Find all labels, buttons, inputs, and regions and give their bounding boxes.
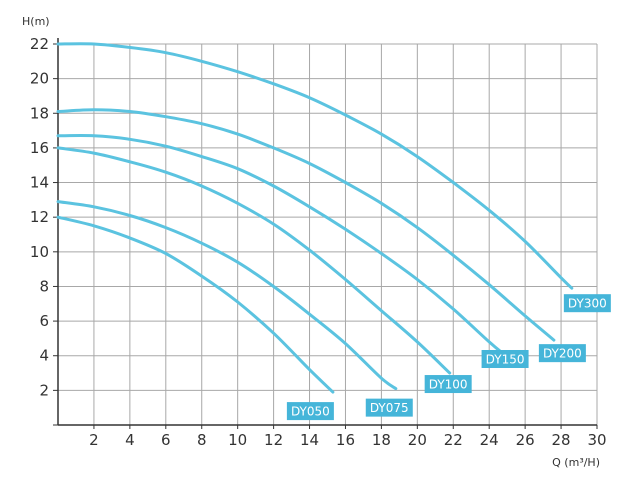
series-label-box <box>286 402 334 421</box>
axis-layer: 2 4 6 8 10 12 14 16 18 20 22 24 26 28 3024681012141618… <box>30 35 607 449</box>
series-label-text: DY200 <box>543 347 582 361</box>
x-tick-label: 20 <box>408 431 427 449</box>
series-label-box <box>365 398 413 417</box>
curve-dy050 <box>56 215 335 394</box>
x-tick-label: 8 <box>197 431 207 449</box>
x-tick-label: 26 <box>516 431 535 449</box>
label-layer: DY050 DY075 DY100 DY150 DY200 DY300 <box>286 294 611 421</box>
x-tick-label: 14 <box>300 431 319 449</box>
series-label-text: DY150 <box>486 352 525 366</box>
x-tick-label: 22 <box>444 431 463 449</box>
y-tick-label: 14 <box>30 174 49 192</box>
x-tick-label: 30 <box>587 431 606 449</box>
curve-dy100 <box>56 146 452 375</box>
curve-dy200 <box>56 108 556 342</box>
y-tick-label: 4 <box>39 347 49 365</box>
series-label-dy075: DY075 <box>365 398 413 417</box>
curve-layer <box>56 42 574 394</box>
curve-dy150 <box>56 134 506 356</box>
series-label-text: DY300 <box>568 297 607 311</box>
y-tick-label: 6 <box>39 312 49 330</box>
series-label-text: DY050 <box>291 405 330 419</box>
curve-dy300 <box>56 42 574 290</box>
curve-dy075 <box>56 200 398 391</box>
y-tick-label: 8 <box>39 277 49 295</box>
y-tick-label: 10 <box>30 243 49 261</box>
y-tick-label: 22 <box>30 35 49 53</box>
series-label-box <box>538 344 586 363</box>
x-tick-label: 16 <box>336 431 355 449</box>
x-tick-label: 4 <box>125 431 135 449</box>
series-label-box <box>424 375 472 394</box>
y-tick-label: 16 <box>30 139 49 157</box>
y-tick-label: 12 <box>30 208 49 226</box>
x-tick-label: 6 <box>161 431 171 449</box>
x-tick-label: 28 <box>552 431 571 449</box>
series-label-dy150: DY150 <box>481 349 529 368</box>
series-label-dy100: DY100 <box>424 375 472 394</box>
y-tick-label: 20 <box>30 70 49 88</box>
x-tick-label: 10 <box>228 431 247 449</box>
series-label-dy200: DY200 <box>538 344 586 363</box>
x-tick-label: 18 <box>372 431 391 449</box>
series-label-dy050: DY050 <box>286 402 334 421</box>
x-tick-label: 2 <box>89 431 99 449</box>
series-label-text: DY075 <box>370 401 409 415</box>
x-tick-label: 24 <box>480 431 499 449</box>
series-label-dy300: DY300 <box>563 294 611 313</box>
y-tick-label: 2 <box>39 381 49 399</box>
x-tick-label: 12 <box>264 431 283 449</box>
x-axis-title: Q (m³/H) <box>552 456 600 469</box>
series-label-box <box>563 294 611 313</box>
series-label-text: DY100 <box>429 378 468 392</box>
y-tick-label: 18 <box>30 104 49 122</box>
series-label-box <box>481 349 529 368</box>
y-axis-title: H(m) <box>22 15 50 28</box>
